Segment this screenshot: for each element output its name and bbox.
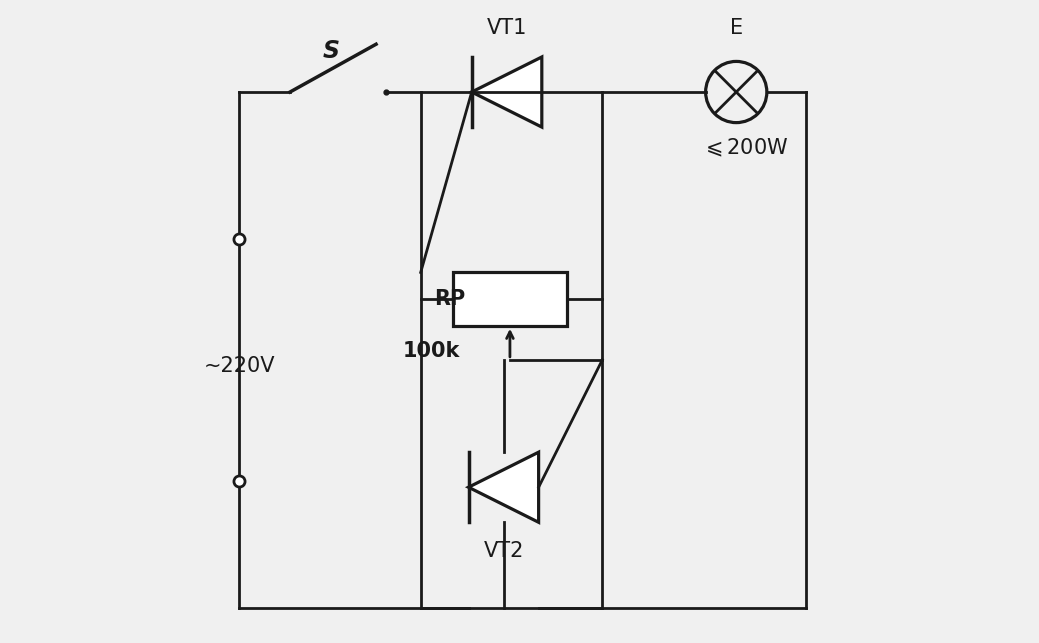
Text: S: S: [323, 39, 340, 63]
Polygon shape: [469, 452, 538, 522]
Bar: [453, 273, 567, 326]
Text: $\leqslant$200W: $\leqslant$200W: [701, 137, 789, 159]
Text: ~220V: ~220V: [204, 356, 275, 376]
Text: VT2: VT2: [483, 541, 524, 561]
Text: VT1: VT1: [486, 18, 527, 38]
Text: 100k: 100k: [403, 341, 460, 361]
Polygon shape: [472, 57, 541, 127]
Text: E: E: [729, 18, 743, 38]
Text: RP: RP: [434, 289, 465, 309]
